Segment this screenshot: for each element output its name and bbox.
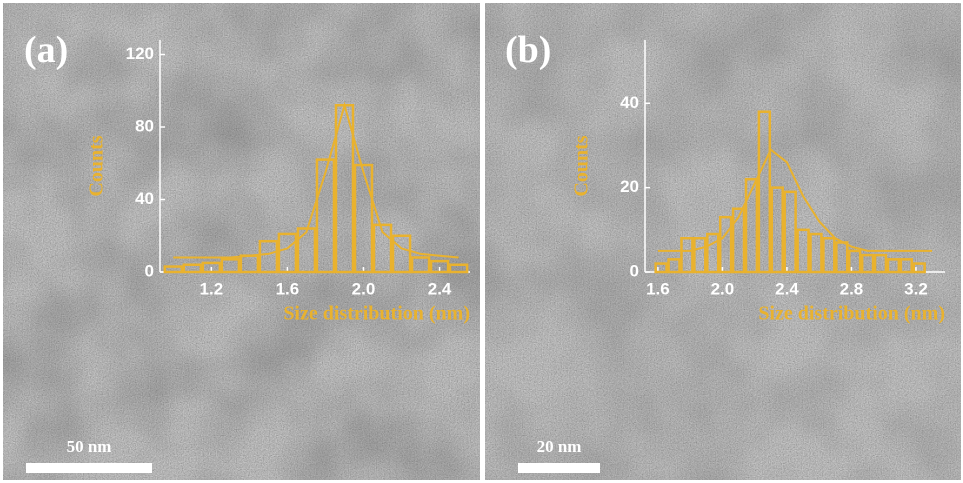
y-tick-label: 80 — [135, 116, 154, 135]
panel-a-image — [3, 3, 480, 480]
x-tick-label: 3.2 — [904, 279, 928, 298]
x-tick-label: 1.6 — [646, 279, 670, 298]
x-tick-label: 2.4 — [775, 279, 799, 298]
y-tick-label: 40 — [135, 189, 154, 208]
panel-label: (b) — [505, 29, 551, 71]
x-tick-label: 1.6 — [276, 279, 300, 298]
figure: (a) (b) 50 nm 20 nm 0 40 80 120 1.2 1.6 2.0 2.4… — [0, 0, 963, 483]
y-tick-label: 0 — [145, 261, 154, 280]
scale-bar-label: 50 nm — [67, 437, 112, 456]
y-tick-label: 40 — [620, 93, 639, 112]
panel-label: (a) — [24, 29, 68, 71]
x-tick-label: 2.8 — [840, 279, 864, 298]
panel-b-image — [485, 3, 961, 480]
x-tick-label: 1.2 — [200, 279, 224, 298]
x-axis-title: Size distribution (nm) — [758, 303, 945, 325]
y-axis-title: Counts — [571, 135, 593, 196]
y-tick-label: 20 — [620, 177, 639, 196]
scale-bar-label: 20 nm — [537, 437, 582, 456]
y-tick-label: 120 — [126, 44, 154, 63]
y-axis-title: Counts — [86, 135, 108, 196]
x-tick-label: 2.4 — [428, 279, 452, 298]
y-tick-label: 0 — [630, 261, 639, 280]
scale-bar — [26, 463, 152, 473]
scale-bar — [518, 463, 600, 473]
x-tick-label: 2.0 — [352, 279, 376, 298]
x-axis-title: Size distribution (nm) — [283, 303, 470, 325]
x-tick-label: 2.0 — [711, 279, 735, 298]
